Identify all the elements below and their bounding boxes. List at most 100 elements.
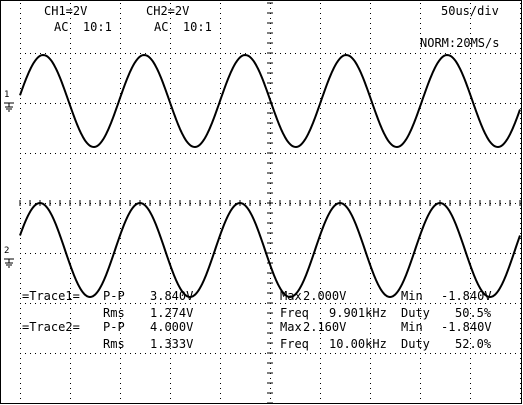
grid-dot [135,403,136,404]
grid-dot [420,363,421,364]
grid-dot [320,348,321,349]
grid-dot [170,8,171,9]
grid-dot [375,403,376,404]
grid-dot [275,403,276,404]
grid-dot [120,113,121,114]
grid-dot [155,403,156,404]
grid-dot [435,203,436,204]
grid-dot [370,173,371,174]
grid-dot [370,283,371,284]
grid-dot [170,43,171,44]
grid-dot [465,203,466,204]
grid-dot [470,353,471,354]
grid-dot [245,153,246,154]
grid-dot [220,183,221,184]
grid-dot [215,203,216,204]
grid-dot [120,148,121,149]
grid-dot [220,18,221,19]
grid-dot [165,353,166,354]
grid-dot [120,333,121,334]
grid-dot [120,18,121,19]
grid-dot [185,403,186,404]
grid-dot [70,48,71,49]
grid-dot [95,103,96,104]
grid-dot [320,113,321,114]
grid-dot [370,293,371,294]
grid-dot [70,338,71,339]
grid-dot [370,113,371,114]
grid-dot [170,53,171,54]
grid-dot [355,253,356,254]
grid-dot [285,303,286,304]
trace2-rms-value: 1.333V [150,337,194,351]
grid-dot [70,3,71,4]
grid-dot [220,153,221,154]
grid-dot [135,103,136,104]
grid-dot [520,68,521,69]
grid-dot [120,363,121,364]
grid-dot [120,178,121,179]
grid-dot [240,153,241,154]
grid-dot [340,403,341,404]
grid-dot [470,108,471,109]
grid-dot [220,38,221,39]
grid-dot [270,128,271,129]
grid-dot [120,138,121,139]
grid-dot [170,73,171,74]
grid-dot [230,103,231,104]
grid-dot [120,183,121,184]
grid-dot [370,323,371,324]
grid-dot [85,203,86,204]
grid-dot [295,103,296,104]
grid-dot [100,303,101,304]
grid-dot [520,238,521,239]
grid-dot [125,203,126,204]
grid-dot [320,168,321,169]
grid-dot [320,133,321,134]
grid-dot [425,153,426,154]
grid-dot [50,253,51,254]
grid-dot [520,278,521,279]
grid-dot [170,198,171,199]
grid-dot [335,303,336,304]
grid-dot [320,143,321,144]
grid-dot [420,198,421,199]
grid-dot [100,403,101,404]
trace2-pp-value: 4.000V [150,320,194,334]
grid-dot [255,403,256,404]
grid-dot [470,373,471,374]
grid-dot [220,333,221,334]
trace2-rms-key: Rms [103,337,125,351]
grid-dot [240,403,241,404]
grid-dot [320,243,321,244]
grid-dot [325,353,326,354]
grid-dot [460,153,461,154]
grid-dot [105,353,106,354]
grid-dot [370,343,371,344]
trace-2-waveform [19,201,521,299]
grid-dot [275,153,276,154]
grid-dot [220,388,221,389]
grid-dot [470,293,471,294]
grid-dot [510,103,511,104]
grid-dot [470,138,471,139]
grid-dot [70,243,71,244]
grid-dot [470,123,471,124]
grid-dot [315,303,316,304]
grid-dot [195,203,196,204]
grid-dot [260,303,261,304]
grid-dot [520,118,521,119]
grid-dot [330,353,331,354]
grid-dot [170,338,171,339]
grid-dot [420,388,421,389]
grid-dot [290,253,291,254]
grid-dot [280,303,281,304]
grid-dot [220,253,221,254]
grid-dot [170,303,171,304]
grid-dot [520,33,521,34]
grid-dot [510,403,511,404]
grid-dot [420,23,421,24]
grid-dot [20,208,21,209]
grid-dot [145,103,146,104]
grid-dot [270,38,271,39]
